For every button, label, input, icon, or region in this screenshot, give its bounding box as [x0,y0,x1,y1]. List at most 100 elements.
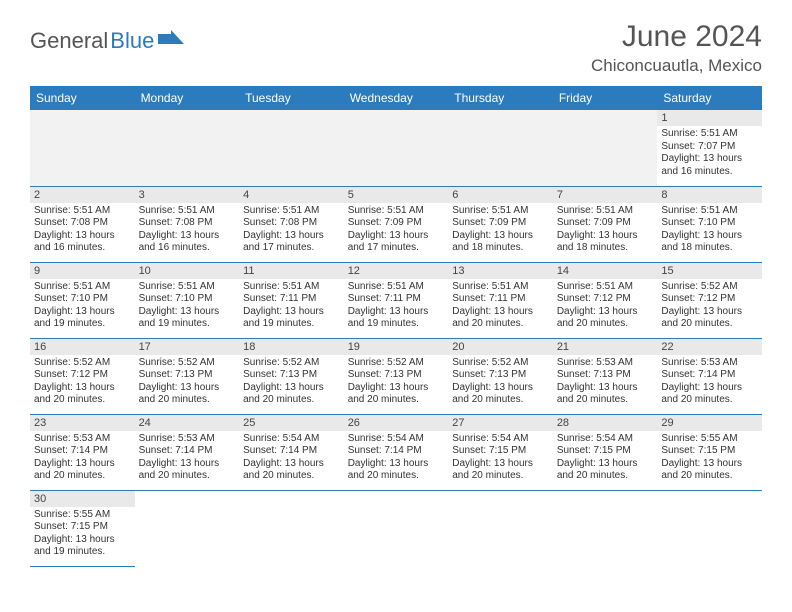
calendar-day-cell [344,110,449,186]
calendar-column-header: Monday [135,86,240,110]
daylight-line: Daylight: 13 hours and 20 minutes. [139,458,220,482]
calendar-day-cell: 2Sunrise: 5:51 AMSunset: 7:08 PMDaylight… [30,186,135,262]
calendar-table: SundayMondayTuesdayWednesdayThursdayFrid… [30,86,762,567]
calendar-day-cell [239,110,344,186]
sunrise-line: Sunrise: 5:52 AM [348,357,424,368]
calendar-day-cell: 7Sunrise: 5:51 AMSunset: 7:09 PMDaylight… [553,186,658,262]
daylight-line: Daylight: 13 hours and 20 minutes. [243,458,324,482]
day-details: Sunrise: 5:54 AMSunset: 7:14 PMDaylight:… [344,431,449,487]
calendar-day-cell: 29Sunrise: 5:55 AMSunset: 7:15 PMDayligh… [657,414,762,490]
calendar-day-cell: 28Sunrise: 5:54 AMSunset: 7:15 PMDayligh… [553,414,658,490]
daylight-line: Daylight: 13 hours and 20 minutes. [348,458,429,482]
day-number: 16 [30,339,135,355]
calendar-day-cell: 21Sunrise: 5:53 AMSunset: 7:13 PMDayligh… [553,338,658,414]
daylight-line: Daylight: 13 hours and 20 minutes. [452,382,533,406]
sunset-line: Sunset: 7:13 PM [243,369,317,380]
day-number: 22 [657,339,762,355]
sunrise-line: Sunrise: 5:54 AM [243,433,319,444]
sunset-line: Sunset: 7:13 PM [139,369,213,380]
sunrise-line: Sunrise: 5:51 AM [34,281,110,292]
calendar-day-cell: 23Sunrise: 5:53 AMSunset: 7:14 PMDayligh… [30,414,135,490]
daylight-line: Daylight: 13 hours and 20 minutes. [139,382,220,406]
day-number: 7 [553,187,658,203]
day-number: 17 [135,339,240,355]
day-details: Sunrise: 5:51 AMSunset: 7:09 PMDaylight:… [344,203,449,259]
sunrise-line: Sunrise: 5:52 AM [243,357,319,368]
sunset-line: Sunset: 7:15 PM [452,445,526,456]
daylight-line: Daylight: 13 hours and 17 minutes. [348,230,429,254]
calendar-day-cell: 9Sunrise: 5:51 AMSunset: 7:10 PMDaylight… [30,262,135,338]
day-details: Sunrise: 5:52 AMSunset: 7:13 PMDaylight:… [448,355,553,411]
day-number: 28 [553,415,658,431]
daylight-line: Daylight: 13 hours and 20 minutes. [557,382,638,406]
day-details: Sunrise: 5:51 AMSunset: 7:09 PMDaylight:… [448,203,553,259]
sunrise-line: Sunrise: 5:51 AM [557,281,633,292]
day-details: Sunrise: 5:52 AMSunset: 7:13 PMDaylight:… [239,355,344,411]
day-details: Sunrise: 5:52 AMSunset: 7:12 PMDaylight:… [657,279,762,335]
calendar-day-cell [30,110,135,186]
day-number: 20 [448,339,553,355]
calendar-day-cell [448,490,553,566]
day-details: Sunrise: 5:55 AMSunset: 7:15 PMDaylight:… [30,507,135,563]
day-number: 11 [239,263,344,279]
day-number: 2 [30,187,135,203]
calendar-day-cell: 16Sunrise: 5:52 AMSunset: 7:12 PMDayligh… [30,338,135,414]
daylight-line: Daylight: 13 hours and 16 minutes. [34,230,115,254]
sunset-line: Sunset: 7:10 PM [34,293,108,304]
day-number: 5 [344,187,449,203]
day-details: Sunrise: 5:53 AMSunset: 7:14 PMDaylight:… [30,431,135,487]
day-number: 14 [553,263,658,279]
sunrise-line: Sunrise: 5:52 AM [661,281,737,292]
sunrise-line: Sunrise: 5:52 AM [139,357,215,368]
day-details: Sunrise: 5:53 AMSunset: 7:14 PMDaylight:… [135,431,240,487]
sunset-line: Sunset: 7:08 PM [34,217,108,228]
day-number: 18 [239,339,344,355]
day-details: Sunrise: 5:51 AMSunset: 7:08 PMDaylight:… [30,203,135,259]
sunrise-line: Sunrise: 5:51 AM [139,281,215,292]
location-subtitle: Chiconcuautla, Mexico [591,56,762,76]
day-number: 27 [448,415,553,431]
daylight-line: Daylight: 13 hours and 18 minutes. [452,230,533,254]
calendar-column-header: Friday [553,86,658,110]
day-details: Sunrise: 5:51 AMSunset: 7:12 PMDaylight:… [553,279,658,335]
calendar-day-cell: 25Sunrise: 5:54 AMSunset: 7:14 PMDayligh… [239,414,344,490]
sunrise-line: Sunrise: 5:54 AM [557,433,633,444]
sunset-line: Sunset: 7:13 PM [348,369,422,380]
day-number: 24 [135,415,240,431]
day-details: Sunrise: 5:52 AMSunset: 7:13 PM Daylight:… [135,355,240,411]
day-number: 4 [239,187,344,203]
day-details: Sunrise: 5:51 AMSunset: 7:10 PMDaylight:… [135,279,240,335]
daylight-line: Daylight: 13 hours and 19 minutes. [139,306,220,330]
daylight-line: Daylight: 13 hours and 20 minutes. [661,458,742,482]
calendar-week-row: 9Sunrise: 5:51 AMSunset: 7:10 PMDaylight… [30,262,762,338]
brand-text-general: General [30,28,108,54]
calendar-day-cell [448,110,553,186]
page-header: GeneralBlue June 2024 Chiconcuautla, Mex… [30,20,762,76]
calendar-day-cell: 14Sunrise: 5:51 AMSunset: 7:12 PMDayligh… [553,262,658,338]
sunset-line: Sunset: 7:07 PM [661,141,735,152]
sunrise-line: Sunrise: 5:54 AM [452,433,528,444]
day-details: Sunrise: 5:52 AMSunset: 7:12 PMDaylight:… [30,355,135,411]
calendar-day-cell: 12Sunrise: 5:51 AMSunset: 7:11 PMDayligh… [344,262,449,338]
day-number: 10 [135,263,240,279]
flag-icon [158,28,184,54]
sunrise-line: Sunrise: 5:51 AM [348,281,424,292]
calendar-week-row: 1Sunrise: 5:51 AMSunset: 7:07 PMDaylight… [30,110,762,186]
calendar-day-cell: 10Sunrise: 5:51 AMSunset: 7:10 PMDayligh… [135,262,240,338]
calendar-day-cell: 1Sunrise: 5:51 AMSunset: 7:07 PMDaylight… [657,110,762,186]
brand-logo: GeneralBlue [30,20,184,54]
calendar-day-cell [344,490,449,566]
calendar-day-cell: 19Sunrise: 5:52 AMSunset: 7:13 PMDayligh… [344,338,449,414]
sunrise-line: Sunrise: 5:51 AM [557,205,633,216]
calendar-week-row: 2Sunrise: 5:51 AMSunset: 7:08 PMDaylight… [30,186,762,262]
daylight-line: Daylight: 13 hours and 18 minutes. [661,230,742,254]
day-details: Sunrise: 5:51 AMSunset: 7:11 PMDaylight:… [448,279,553,335]
sunset-line: Sunset: 7:15 PM [661,445,735,456]
calendar-day-cell: 5Sunrise: 5:51 AMSunset: 7:09 PMDaylight… [344,186,449,262]
calendar-day-cell: 13Sunrise: 5:51 AMSunset: 7:11 PMDayligh… [448,262,553,338]
day-number: 15 [657,263,762,279]
page-title: June 2024 [591,20,762,54]
calendar-day-cell [135,490,240,566]
sunset-line: Sunset: 7:08 PM [139,217,213,228]
sunrise-line: Sunrise: 5:51 AM [661,205,737,216]
